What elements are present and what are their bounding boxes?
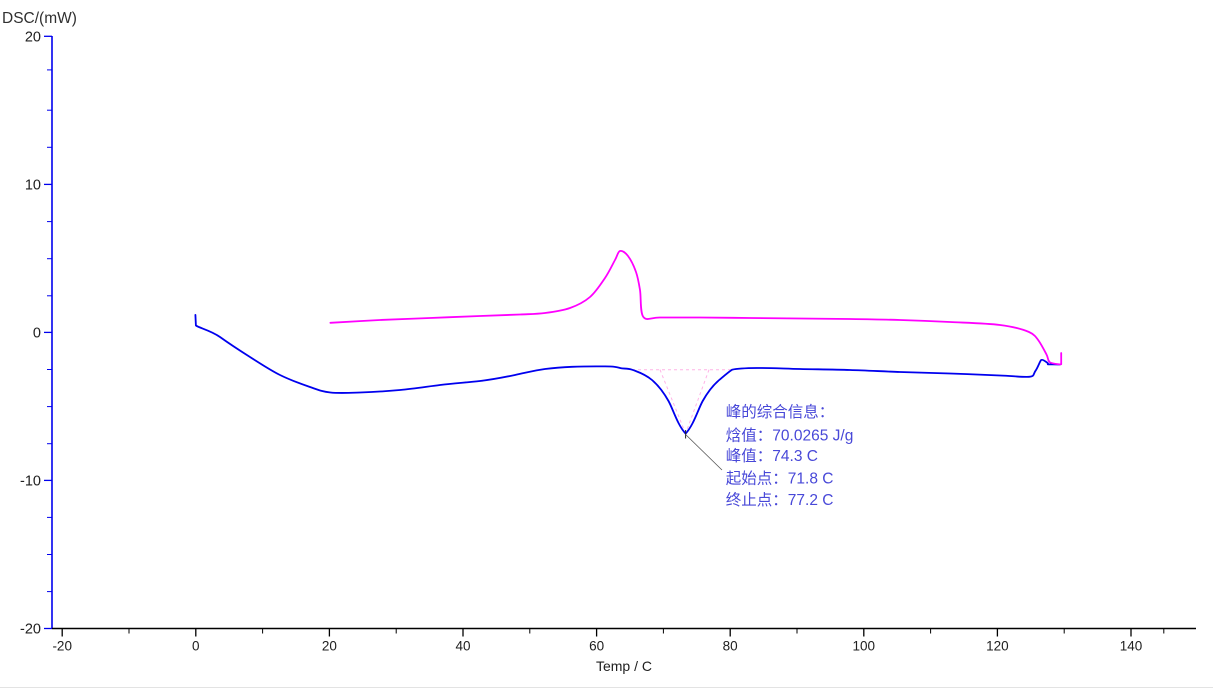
svg-text:-10: -10: [20, 474, 41, 490]
svg-text:焓值：70.0265 J/g: 焓值：70.0265 J/g: [726, 427, 854, 445]
svg-text:20: 20: [322, 639, 337, 654]
svg-text:0: 0: [33, 326, 41, 342]
svg-text:10: 10: [25, 178, 41, 194]
svg-text:Temp / C: Temp / C: [596, 658, 652, 674]
svg-text:100: 100: [853, 639, 876, 654]
svg-text:40: 40: [455, 639, 470, 654]
svg-text:0: 0: [192, 639, 200, 654]
svg-text:120: 120: [986, 639, 1009, 654]
svg-text:DSC/(mW): DSC/(mW): [2, 10, 77, 27]
svg-text:20: 20: [25, 30, 41, 46]
svg-text:80: 80: [723, 639, 738, 654]
svg-text:-20: -20: [20, 622, 41, 638]
svg-text:终止点：77.2 C: 终止点：77.2 C: [726, 491, 834, 509]
svg-text:起始点：71.8 C: 起始点：71.8 C: [726, 470, 834, 488]
svg-text:-20: -20: [52, 639, 72, 654]
svg-text:峰的综合信息：: 峰的综合信息：: [726, 403, 835, 421]
svg-text:140: 140: [1120, 639, 1143, 654]
svg-text:60: 60: [589, 639, 604, 654]
svg-text:峰值：74.3 C: 峰值：74.3 C: [726, 447, 818, 465]
